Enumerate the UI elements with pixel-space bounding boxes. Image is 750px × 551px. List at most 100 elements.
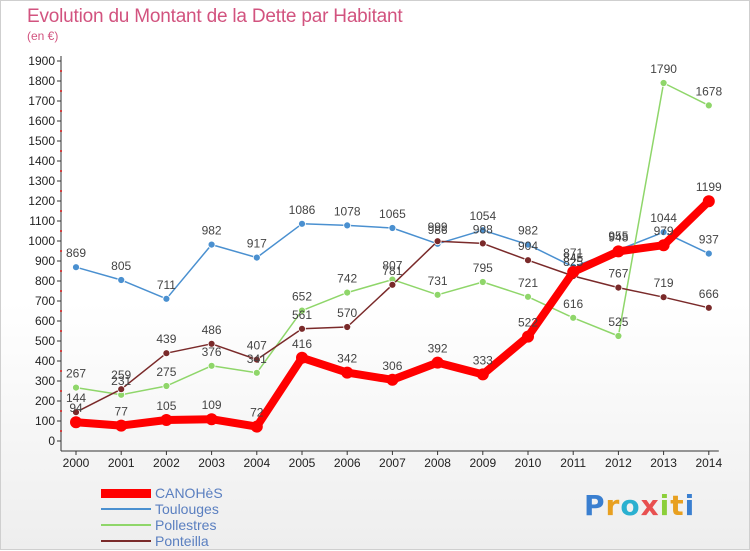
logo-letter: P xyxy=(584,489,606,522)
data-label-pollestres: 341 xyxy=(247,352,267,366)
data-label-ponteilla: 439 xyxy=(156,332,176,346)
y-minor-tick xyxy=(60,230,62,232)
legend-swatch xyxy=(101,508,151,510)
data-point-toulouges xyxy=(72,263,80,272)
y-tick-label: 800 xyxy=(35,274,55,288)
data-point-toulouges xyxy=(117,276,126,284)
data-point-pollestres xyxy=(569,313,578,322)
data-point-ponteilla xyxy=(433,237,442,246)
x-tick-label: 2007 xyxy=(379,456,406,470)
logo-letter: x xyxy=(640,489,660,522)
data-label-canohs: 342 xyxy=(337,352,357,366)
y-tick-label: 400 xyxy=(35,354,55,368)
y-minor-tick xyxy=(60,170,62,172)
x-tick-label: 2006 xyxy=(334,456,361,470)
logo-letter: i xyxy=(684,489,696,522)
data-point-canohs xyxy=(702,195,715,208)
proxiti-logo: Proxiti xyxy=(584,489,695,522)
data-label-canohs: 1199 xyxy=(696,180,722,194)
data-point-toulouges xyxy=(659,228,668,237)
data-point-ponteilla xyxy=(614,283,623,292)
x-tick-label: 2014 xyxy=(695,456,722,470)
data-label-canohs: 979 xyxy=(654,224,674,238)
data-label-ponteilla: 486 xyxy=(202,323,222,337)
legend-label: CANOHèS xyxy=(155,485,223,501)
data-point-ponteilla xyxy=(298,324,306,333)
data-label-ponteilla: 570 xyxy=(337,306,357,320)
data-point-pollestres xyxy=(298,306,306,315)
y-tick-label: 1700 xyxy=(28,94,55,108)
y-minor-tick xyxy=(60,130,62,132)
y-tick-label: 300 xyxy=(35,374,55,388)
data-point-toulouges xyxy=(704,249,713,258)
legend-label: Ponteilla xyxy=(155,533,209,549)
legend-swatch xyxy=(101,489,151,498)
data-point-pollestres xyxy=(162,382,171,390)
data-label-pollestres: 1678 xyxy=(695,84,722,98)
logo-letter: r xyxy=(605,489,621,522)
data-point-canohs xyxy=(431,356,444,369)
data-label-pollestres: 742 xyxy=(337,272,357,286)
data-point-toulouges xyxy=(343,221,352,230)
data-label-ponteilla: 407 xyxy=(247,339,267,353)
data-label-pollestres: 525 xyxy=(608,315,628,329)
data-point-ponteilla xyxy=(207,339,216,348)
data-point-ponteilla xyxy=(524,256,532,265)
y-tick-label: 900 xyxy=(35,254,55,268)
x-tick-label: 2004 xyxy=(243,456,270,470)
data-label-toulouges: 986 xyxy=(428,223,448,237)
x-tick-label: 2010 xyxy=(515,456,542,470)
data-point-toulouges xyxy=(524,240,532,249)
data-label-canohs: 392 xyxy=(428,342,448,356)
data-label-pollestres: 275 xyxy=(156,365,176,379)
data-label-ponteilla: 561 xyxy=(292,308,312,322)
y-minor-tick xyxy=(60,410,62,412)
data-point-canohs xyxy=(567,266,580,278)
data-label-ponteilla: 666 xyxy=(699,287,719,301)
data-label-ponteilla: 904 xyxy=(518,239,538,253)
x-tick-label: 2008 xyxy=(424,456,451,470)
data-label-ponteilla: 825 xyxy=(563,255,583,269)
data-point-canohs xyxy=(115,419,128,432)
data-point-canohs xyxy=(70,416,82,429)
data-label-canohs: 72 xyxy=(250,406,264,420)
data-label-pollestres: 721 xyxy=(518,276,538,290)
data-point-toulouges xyxy=(207,240,216,249)
data-point-pollestres xyxy=(478,278,487,286)
data-label-canohs: 416 xyxy=(292,337,312,351)
data-point-canohs xyxy=(476,368,489,381)
y-tick-label: 100 xyxy=(35,414,55,428)
data-label-canohs: 522 xyxy=(518,316,538,330)
data-point-ponteilla xyxy=(659,293,668,302)
data-point-canohs xyxy=(296,351,308,364)
data-label-toulouges: 1065 xyxy=(379,207,406,221)
data-point-canohs xyxy=(522,330,534,343)
y-minor-tick xyxy=(60,430,62,432)
data-point-ponteilla xyxy=(252,355,261,364)
data-label-ponteilla: 999 xyxy=(428,220,448,234)
data-label-ponteilla: 988 xyxy=(473,222,493,236)
data-label-pollestres: 807 xyxy=(382,259,402,273)
y-minor-tick xyxy=(60,330,62,332)
data-label-ponteilla: 259 xyxy=(111,368,131,382)
data-label-canohs: 109 xyxy=(202,398,222,412)
y-minor-tick xyxy=(60,110,62,112)
data-point-toulouges xyxy=(252,253,261,262)
data-point-toulouges xyxy=(162,294,171,303)
data-label-canohs: 306 xyxy=(382,359,402,373)
y-tick-label: 1300 xyxy=(28,174,55,188)
logo-letter: o xyxy=(620,489,641,522)
y-tick-label: 1900 xyxy=(28,54,55,68)
x-tick-label: 2012 xyxy=(605,456,632,470)
data-point-ponteilla xyxy=(478,239,487,248)
x-tick-label: 2011 xyxy=(560,456,586,470)
data-point-ponteilla xyxy=(117,385,126,394)
data-point-pollestres xyxy=(252,368,261,377)
data-label-toulouges: 982 xyxy=(518,224,538,238)
y-tick-label: 500 xyxy=(35,334,55,348)
data-label-canohs: 333 xyxy=(473,353,493,367)
y-minor-tick xyxy=(60,390,62,392)
y-minor-tick xyxy=(60,370,62,372)
data-label-canohs: 948 xyxy=(608,230,628,244)
